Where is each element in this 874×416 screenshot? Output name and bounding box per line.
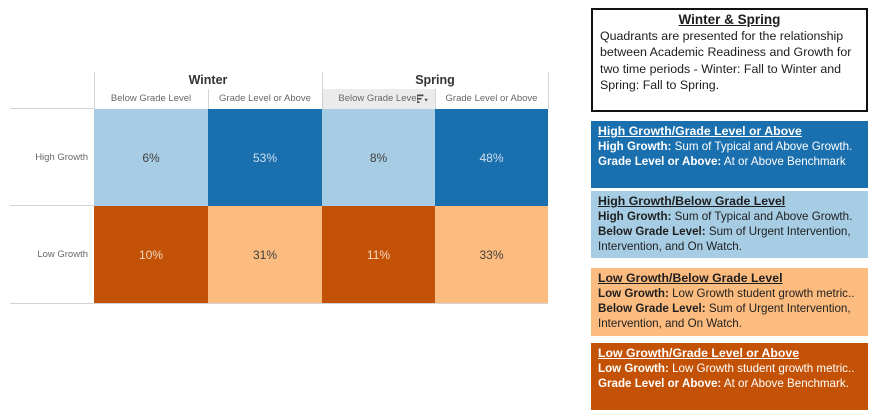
cell-value: 48% xyxy=(479,150,504,165)
legend-text-segment: Low Growth: xyxy=(598,287,669,300)
sort-descending-icon[interactable] xyxy=(417,94,428,104)
cell-value: 11% xyxy=(366,247,391,262)
legend-text-segment: Grade Level or Above: xyxy=(598,377,722,390)
legend-text-segment: High Growth: xyxy=(598,210,672,223)
cell-spring-high-growth-below-grade-level[interactable]: 8% xyxy=(322,109,435,206)
cell-value: 8% xyxy=(369,150,388,165)
header-divider-line xyxy=(208,89,209,109)
cell-winter-low-growth-grade-level-or-above[interactable]: 31% xyxy=(208,206,322,303)
legend-text-segment: Sum of Typical and Above Growth. xyxy=(671,140,853,153)
header-divider-line xyxy=(94,72,95,109)
header-divider-line xyxy=(435,89,436,109)
info-box-title: Winter & Spring xyxy=(678,12,781,27)
legend-box-title: Low Growth/Below Grade Level xyxy=(598,271,783,285)
legend-box-high-growth-below-grade-level: High Growth/Below Grade Level High Growt… xyxy=(591,191,868,258)
legend-text-segment: Low Growth: xyxy=(598,362,669,375)
cell-winter-high-growth-below-grade-level[interactable]: 6% xyxy=(94,109,208,206)
cell-winter-high-growth-grade-level-or-above[interactable]: 53% xyxy=(208,109,322,206)
cell-value: 6% xyxy=(142,150,160,165)
header-divider-line xyxy=(548,72,549,109)
legend-text-segment: Sum of Urgent Intervention, Intervention… xyxy=(598,225,851,253)
cell-spring-low-growth-below-grade-level[interactable]: 11% xyxy=(322,206,435,303)
column-header-spring-grade-level-or-above[interactable]: Grade Level or Above xyxy=(445,93,538,104)
legend-box-title: High Growth/Below Grade Level xyxy=(598,194,786,208)
grid-line xyxy=(10,205,94,206)
legend-text-segment: Sum of Urgent Intervention, Intervention… xyxy=(598,302,851,330)
header-divider-line xyxy=(322,72,323,109)
cell-value: 31% xyxy=(252,247,278,262)
cell-value: 10% xyxy=(138,247,164,262)
legend-text-segment: At or Above Benchmark xyxy=(721,155,846,168)
legend-text-segment: Grade Level or Above: xyxy=(598,155,722,168)
legend-text-segment: At or Above Benchmark. xyxy=(721,377,849,390)
grid-line xyxy=(10,303,548,304)
legend-text-segment: Below Grade Level: xyxy=(598,302,706,315)
column-header-label: Below Grade Level xyxy=(338,93,419,104)
legend-box-title: High Growth/Grade Level or Above xyxy=(598,124,802,138)
info-box-body: Quadrants are presented for the relation… xyxy=(600,29,852,93)
column-header-winter-grade-level-or-above[interactable]: Grade Level or Above xyxy=(219,93,311,104)
legend-text-segment: Low Growth student growth metric.. xyxy=(668,362,855,375)
legend-box-body: Low Growth: Low Growth student growth me… xyxy=(598,286,861,331)
info-box: Winter & Spring Quadrants are presented … xyxy=(591,8,868,112)
row-header-low-growth[interactable]: Low Growth xyxy=(37,249,88,260)
legend-text-segment: Low Growth student growth metric.. xyxy=(668,287,855,300)
grid-line xyxy=(10,108,94,109)
legend-box-high-growth-grade-level-or-above: High Growth/Grade Level or Above High Gr… xyxy=(591,121,868,188)
legend-box-body: Low Growth: Low Growth student growth me… xyxy=(598,361,861,391)
cell-value: 33% xyxy=(479,247,504,262)
legend-text-segment: Below Grade Level: xyxy=(598,225,706,238)
cell-value: 53% xyxy=(252,150,278,165)
cell-spring-low-growth-grade-level-or-above[interactable]: 33% xyxy=(435,206,548,303)
legend-box-body: High Growth: Sum of Typical and Above Gr… xyxy=(598,139,861,169)
column-group-header-spring: Spring xyxy=(415,73,455,87)
legend-box-low-growth-below-grade-level: Low Growth/Below Grade Level Low Growth:… xyxy=(591,268,868,336)
cell-spring-high-growth-grade-level-or-above[interactable]: 48% xyxy=(435,109,548,206)
column-group-header-winter: Winter xyxy=(188,73,228,87)
cell-winter-low-growth-below-grade-level[interactable]: 10% xyxy=(94,206,208,303)
legend-box-body: High Growth: Sum of Typical and Above Gr… xyxy=(598,209,861,254)
row-header-high-growth[interactable]: High Growth xyxy=(35,152,88,163)
legend-box-title: Low Growth/Grade Level or Above xyxy=(598,346,800,360)
legend-text-segment: High Growth: xyxy=(598,140,672,153)
legend-box-low-growth-grade-level-or-above: Low Growth/Grade Level or Above Low Grow… xyxy=(591,343,868,410)
legend-text-segment: Sum of Typical and Above Growth. xyxy=(671,210,853,223)
column-header-winter-below-grade-level[interactable]: Below Grade Level xyxy=(110,93,192,104)
column-header-spring-below-grade-level[interactable]: Below Grade Level xyxy=(322,89,435,109)
